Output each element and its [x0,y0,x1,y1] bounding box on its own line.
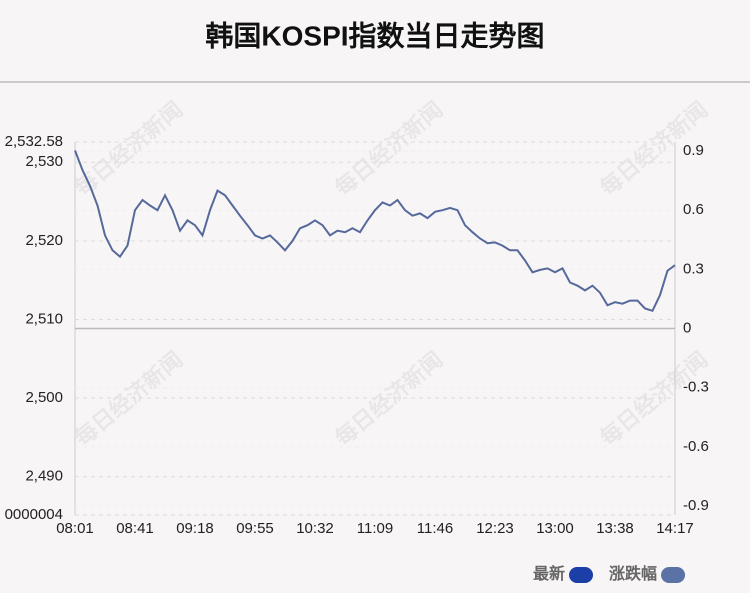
watermark: 每日经济新闻 [70,347,187,451]
x-tick-label: 09:55 [236,520,274,537]
y2-tick-label: 0 [683,319,691,336]
y2-tick-label: -0.3 [683,379,709,396]
legend-label: 最新 [533,564,565,583]
watermark: 每日经济新闻 [595,347,712,451]
legend-swatch [569,567,594,583]
y-tick-label: 0000004 [5,506,63,523]
x-tick-label: 14:17 [656,520,694,537]
legend-label: 涨跌幅 [609,564,657,583]
x-tick-label: 11:09 [357,520,393,537]
x-tick-label: 09:18 [176,520,214,537]
y-tick-label: 2,490 [25,468,63,485]
price-line [74,150,676,313]
plot: 2,532.58 2,530 2,520 2,510 2,500 2,490 0000004… [5,133,709,583]
y-tick-label: 2,500 [25,389,63,406]
y2-tick-label: -0.9 [683,497,709,514]
x-tick-label: 10:32 [296,520,334,537]
y-tick-label: 2,520 [25,232,63,249]
x-tick-label: 12:23 [476,520,514,537]
x-tick-label: 08:01 [56,520,94,537]
y2-tick-label: 0.9 [683,142,704,159]
watermark: 每日经济新闻 [330,97,447,201]
x-tick-label: 08:41 [116,520,154,537]
x-tick-label: 13:00 [536,520,574,537]
legend-swatch [661,567,686,583]
y-tick-label: 2,532.58 [5,133,63,150]
watermark: 每日经济新闻 [70,97,187,201]
y2-tick-label: 0.3 [683,260,704,277]
y-tick-label: 2,530 [25,153,63,170]
y-tick-label: 2,510 [25,310,63,327]
x-tick-label: 11:46 [417,520,453,537]
y2-tick-label: 0.6 [683,201,704,218]
y2-tick-label: -0.6 [683,438,709,455]
watermark: 每日经济新闻 [330,347,447,451]
x-tick-label: 13:38 [596,520,634,537]
chart-title: 韩国KOSPI指数当日走势图 [205,20,544,51]
